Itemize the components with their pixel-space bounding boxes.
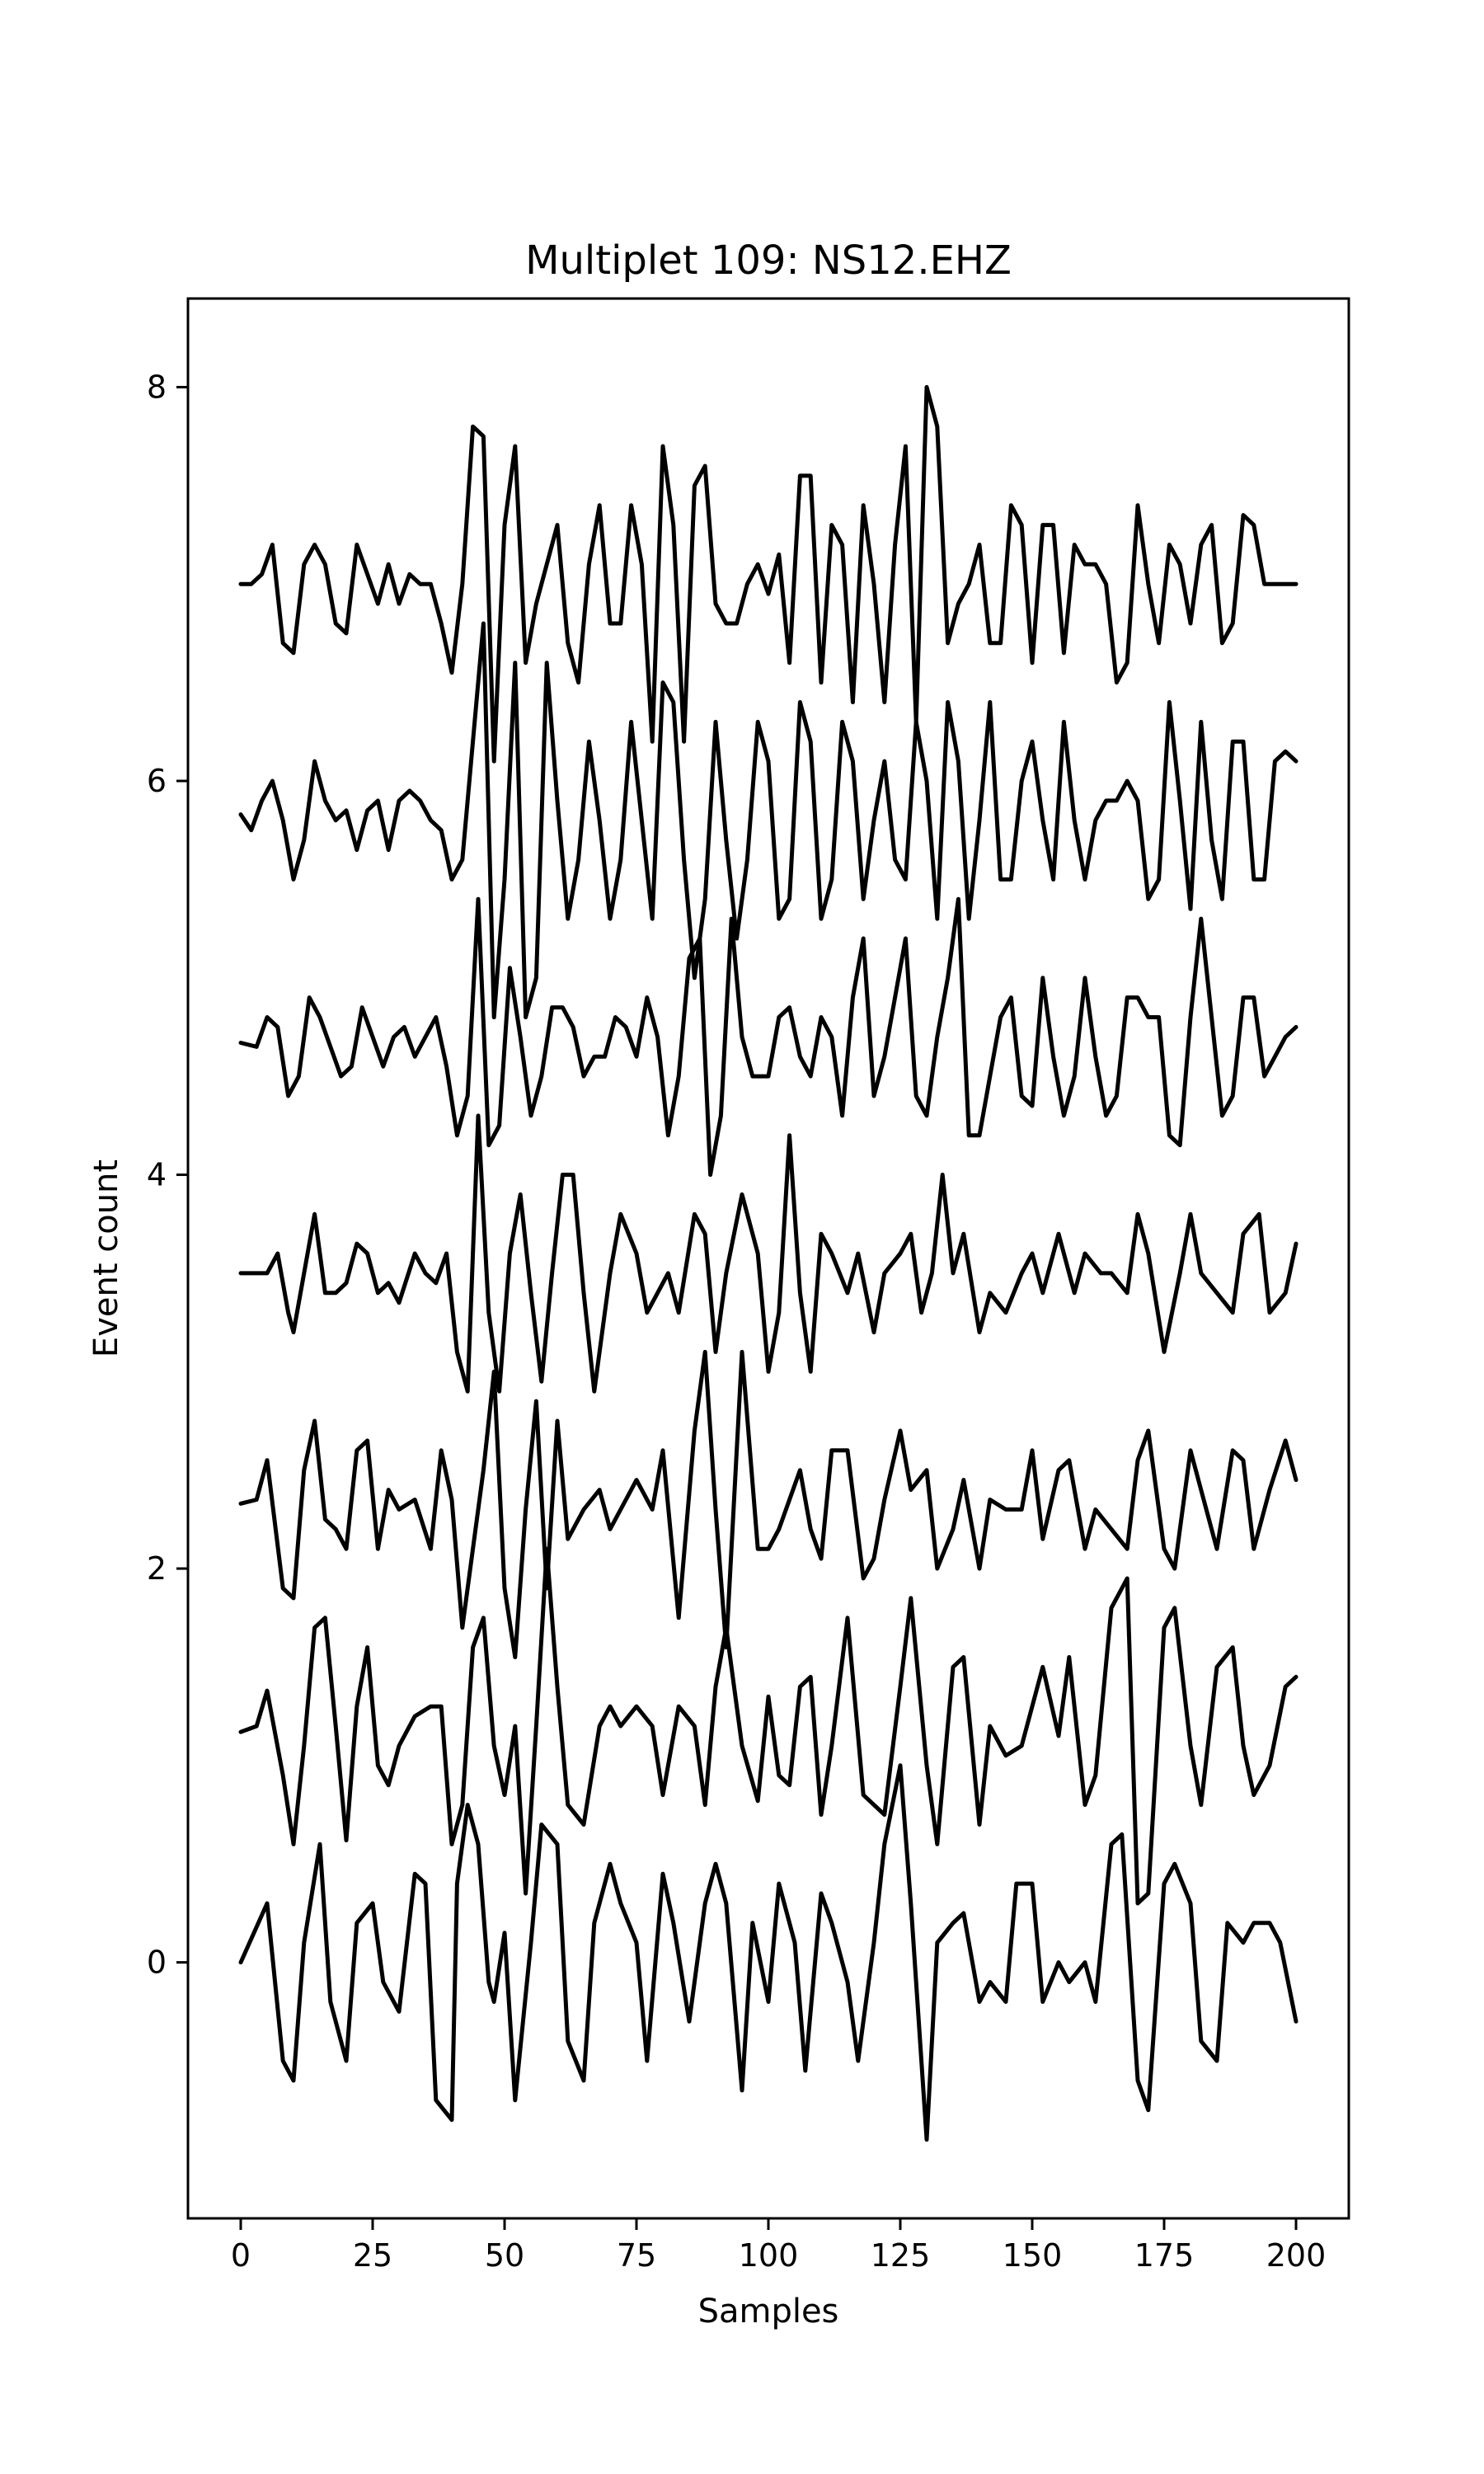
- traces-group: [238, 384, 1298, 2142]
- trace-2: [238, 1546, 1298, 1906]
- y-tick-label-4: 8: [147, 369, 167, 405]
- x-tick-label-2: 50: [485, 2237, 524, 2274]
- y-tick-label-3: 6: [147, 763, 167, 799]
- chart-title: Multiplet 109: NS12.EHZ: [525, 238, 1012, 284]
- trace-5: [238, 896, 1298, 1177]
- x-tick-label-0: 0: [231, 2237, 251, 2274]
- x-tick-label-4: 100: [739, 2237, 799, 2274]
- trace-1: [238, 1763, 1298, 2142]
- x-tick-label-3: 75: [617, 2237, 656, 2274]
- trace-3: [238, 1349, 1298, 1659]
- x-tick-label-1: 25: [353, 2237, 392, 2274]
- trace-7: [238, 384, 1298, 764]
- x-tick-label-6: 150: [1003, 2237, 1063, 2274]
- y-tick-label-2: 4: [147, 1157, 167, 1193]
- x-axis: 0 25 50 75 100 125 150 175 200: [231, 2218, 1326, 2274]
- trace-6: [238, 621, 1298, 1019]
- y-axis: 0 2 4 6 8: [147, 369, 188, 1981]
- y-tick-label-0: 0: [147, 1945, 167, 1981]
- x-tick-label-8: 200: [1266, 2237, 1327, 2274]
- x-axis-label: Samples: [698, 2293, 839, 2331]
- x-tick-label-7: 175: [1134, 2237, 1195, 2274]
- trace-4: [238, 1113, 1298, 1394]
- y-tick-label-1: 2: [147, 1550, 167, 1587]
- y-axis-label: Event count: [87, 1159, 125, 1357]
- x-tick-label-5: 125: [871, 2237, 931, 2274]
